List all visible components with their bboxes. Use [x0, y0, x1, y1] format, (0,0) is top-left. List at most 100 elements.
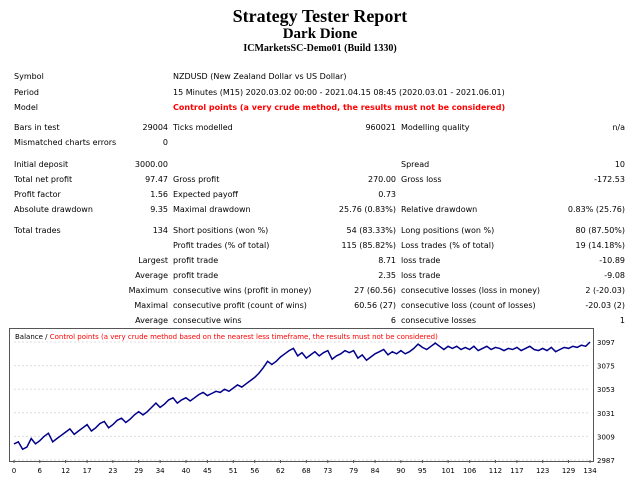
x-tick-label: 23: [108, 467, 117, 475]
avg-losses-value: 1: [619, 316, 625, 325]
ticks-value: 960021: [365, 123, 396, 132]
largest-profit-label: profit trade: [173, 256, 219, 265]
balance-chart: Balance / Control points (a very crude m…: [9, 328, 594, 462]
server-build: ICMarketsSC-Demo01 (Build 1330): [243, 43, 397, 54]
x-tick-label: 106: [463, 467, 477, 475]
x-tick-label: 112: [489, 467, 502, 475]
x-tick-label: 17: [83, 467, 92, 475]
short-value: 54 (83.33%): [346, 226, 396, 235]
grossloss-value: -172.53: [594, 175, 625, 184]
reldd-value: 0.83% (25.76): [567, 205, 625, 214]
y-tick-label: 3009: [597, 433, 615, 441]
x-tick-label: 68: [302, 467, 311, 475]
ea-name: Dark Dione: [282, 26, 358, 42]
x-tick-label: 73: [323, 467, 332, 475]
maximal-loss-label: consecutive loss (count of losses): [401, 301, 536, 310]
max-losses-label: consecutive losses (loss in money): [401, 286, 541, 295]
x-tick-label: 29: [134, 467, 143, 475]
model-value: Control points (a very crude method, the…: [173, 103, 506, 112]
absdd-value: 9.35: [150, 205, 168, 214]
ticks-label: Ticks modelled: [173, 123, 233, 132]
netprofit-label: Total net profit: [14, 175, 73, 184]
avg-wins-label: consecutive wins: [173, 316, 242, 325]
x-tick-label: 12: [61, 467, 70, 475]
grossloss-label: Gross loss: [401, 175, 442, 184]
average2-label: Average: [135, 316, 168, 325]
x-tick-label: 95: [418, 467, 427, 475]
maximal-label: Maximal: [134, 301, 168, 310]
x-tick-label: 34: [156, 467, 165, 475]
quality-label: Modelling quality: [401, 123, 470, 132]
deposit-label: Initial deposit: [14, 160, 69, 169]
max-wins-value: 27 (60.56): [354, 286, 396, 295]
average-label: Average: [135, 271, 168, 280]
reldd-label: Relative drawdown: [401, 205, 478, 214]
maximum-label: Maximum: [128, 286, 168, 295]
grossprofit-label: Gross profit: [173, 175, 220, 184]
average-profit-value: 2.35: [378, 271, 396, 280]
maxdd-label: Maximal drawdown: [173, 205, 251, 214]
balance-line: [13, 341, 591, 451]
x-tick-label: 90: [396, 467, 405, 475]
x-tick-label: 51: [229, 467, 238, 475]
average-loss-label: loss trade: [401, 271, 441, 280]
x-tick-label: 134: [583, 467, 597, 475]
maximal-loss-value: -20.03 (2): [585, 301, 625, 310]
short-label: Short positions (won %): [173, 226, 269, 235]
trades-label: Total trades: [14, 226, 61, 235]
chart-legend: Balance / Control points (a very crude m…: [15, 332, 438, 342]
long-value: 80 (87.50%): [575, 226, 625, 235]
x-tick-label: 0: [12, 467, 16, 475]
profittrades-value: 115 (85.82%): [341, 241, 396, 250]
x-tick-label: 62: [276, 467, 285, 475]
legend-balance: Balance: [15, 333, 43, 341]
spread-value: 10: [614, 160, 625, 169]
losstrades-label: Loss trades (% of total): [401, 241, 495, 250]
largest-profit-value: 8.71: [378, 256, 396, 265]
spread-label: Spread: [401, 160, 430, 169]
x-tick-label: 84: [371, 467, 380, 475]
deposit-value: 3000.00: [134, 160, 168, 169]
absdd-label: Absolute drawdown: [14, 205, 93, 214]
avg-wins-value: 6: [390, 316, 396, 325]
period-label: Period: [14, 88, 39, 97]
x-tick-label: 56: [250, 467, 259, 475]
bars-value: 29004: [142, 123, 168, 132]
y-tick-label: 2987: [597, 457, 615, 465]
mismatch-value: 0: [162, 138, 168, 147]
legend-separator: /: [42, 333, 50, 341]
largest-loss-label: loss trade: [401, 256, 441, 265]
quality-value: n/a: [612, 123, 625, 132]
report-title: Strategy Tester Report: [232, 6, 408, 26]
x-tick-label: 129: [562, 467, 575, 475]
pf-value: 1.56: [150, 190, 168, 199]
avg-losses-label: consecutive losses: [401, 316, 477, 325]
model-label: Model: [14, 103, 39, 112]
expected-value: 0.73: [378, 190, 396, 199]
symbol-label: Symbol: [14, 72, 44, 81]
largest-loss-value: -10.89: [599, 256, 625, 265]
y-tick-label: 3053: [597, 386, 615, 394]
trades-value: 134: [152, 226, 168, 235]
y-tick-label: 3097: [597, 339, 615, 347]
y-tick-label: 3075: [597, 363, 615, 371]
losstrades-value: 19 (14.18%): [575, 241, 625, 250]
maximal-profit-value: 60.56 (27): [354, 301, 396, 310]
x-tick-label: 117: [510, 467, 523, 475]
pf-label: Profit factor: [14, 190, 61, 199]
legend-note: Control points (a very crude method base…: [49, 333, 438, 341]
netprofit-value: 97.47: [145, 175, 168, 184]
x-tick-label: 123: [536, 467, 549, 475]
x-tick-label: 101: [441, 467, 454, 475]
x-tick-label: 40: [181, 467, 190, 475]
largest-label: Largest: [138, 256, 168, 265]
long-label: Long positions (won %): [401, 226, 495, 235]
max-losses-value: 2 (-20.03): [585, 286, 625, 295]
x-tick-label: 79: [349, 467, 358, 475]
bars-label: Bars in test: [14, 123, 60, 132]
maximal-profit-label: consecutive profit (count of wins): [173, 301, 307, 310]
expected-label: Expected payoff: [173, 190, 238, 199]
max-wins-label: consecutive wins (profit in money): [173, 286, 312, 295]
x-tick-label: 45: [203, 467, 212, 475]
